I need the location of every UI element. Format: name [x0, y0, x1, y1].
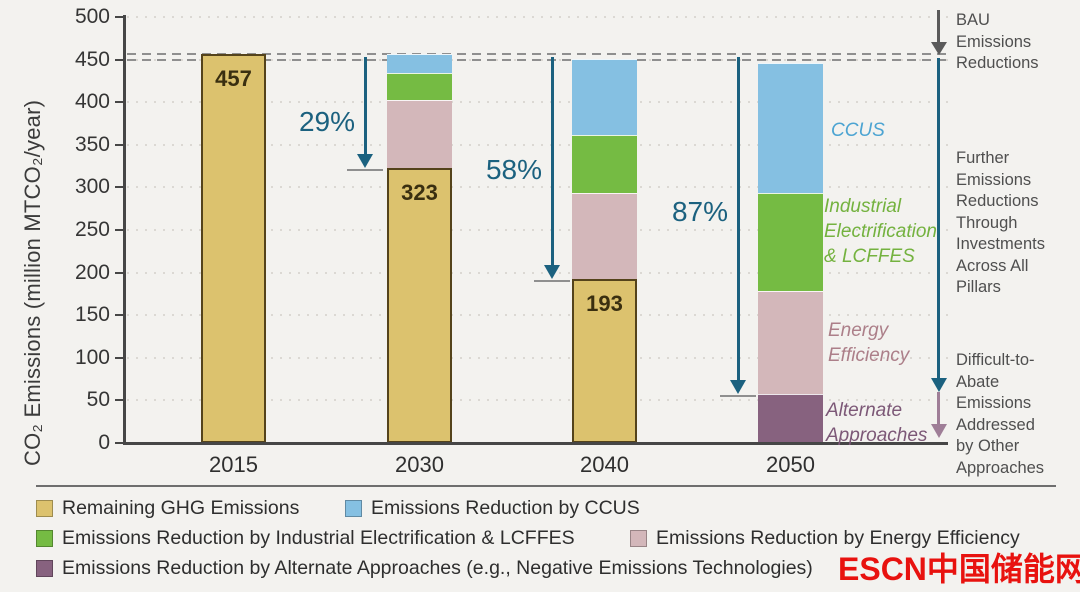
- y-tick-450: [115, 58, 123, 61]
- legend-item-industrial: Emissions Reduction by Industrial Electr…: [36, 527, 575, 550]
- bau-dashed-line-450: [127, 58, 948, 61]
- energy-swatch-icon: [630, 530, 647, 547]
- legend-item-energy: Emissions Reduction by Energy Efficiency: [630, 527, 1020, 550]
- legend-label: Emissions Reduction by Energy Efficiency: [656, 527, 1020, 549]
- remaining-swatch-icon: [36, 500, 53, 517]
- y-axis-line: [123, 15, 126, 445]
- bar-segment-remaining-2015: [201, 53, 266, 443]
- bar-segment-remaining-2030: [387, 167, 452, 443]
- y-tick-500: [115, 16, 123, 18]
- further-reductions-annotation: Further Emissions Reductions Through Inv…: [956, 149, 1045, 296]
- reduction-arrow-2050-icon: [736, 56, 740, 381]
- x-axis-label-2030: 2030: [395, 452, 444, 477]
- bar-value-label-2040: 193: [586, 290, 623, 316]
- industrial-segment-label: Industrial Electrification & LCFFES: [824, 196, 937, 267]
- ccus-swatch-icon: [345, 500, 362, 517]
- y-tick-300: [115, 186, 123, 189]
- reduction-arrow-2040-icon: [550, 56, 554, 266]
- legend-separator: [36, 485, 1056, 487]
- y-tick-label-400: 400: [74, 90, 110, 114]
- y-tick-label-250: 250: [74, 218, 110, 241]
- gridline-300: [127, 186, 948, 189]
- y-tick-label-200: 200: [74, 260, 110, 284]
- gridline-150: [127, 314, 948, 317]
- y-tick-label-450: 450: [74, 47, 110, 71]
- reduction-arrow-head-2030-icon: [357, 153, 373, 168]
- y-tick-label-100: 100: [74, 345, 110, 369]
- bau-down-arrow-head-icon: [931, 42, 947, 55]
- legend-item-alternate: Emissions Reduction by Alternate Approac…: [36, 557, 813, 580]
- x-axis-label-2040: 2040: [580, 452, 629, 477]
- bar-segment-industrial_electrification-2030: [387, 73, 452, 100]
- alternate-segment-label: Alternate Approaches: [826, 400, 928, 446]
- reduction-percent-label-2050: 87%: [671, 196, 728, 227]
- bar-segment-ccus-2030: [387, 53, 452, 74]
- gridline-50: [127, 399, 948, 402]
- legend-label: Emissions Reduction by Industrial Electr…: [62, 527, 575, 549]
- x-axis-line: [123, 442, 948, 445]
- reduction-arrow-tick-2050: [720, 394, 756, 397]
- escn-watermark: ESCN中国储能网: [838, 551, 1080, 587]
- y-tick-label-0: 0: [98, 431, 110, 454]
- reduction-arrow-2030-icon: [363, 56, 367, 155]
- legend-item-remaining: Remaining GHG Emissions: [36, 497, 299, 520]
- x-axis-label-2015: 2015: [209, 452, 258, 477]
- gridline-250: [127, 229, 948, 231]
- gridline-400: [127, 101, 948, 104]
- gridline-200: [127, 271, 948, 274]
- bar-value-label-2030: 323: [401, 179, 438, 205]
- reduction-arrow-tick-2030: [347, 168, 383, 171]
- alternate-swatch-icon: [36, 560, 53, 577]
- y-tick-350: [115, 143, 123, 146]
- legend-label: Remaining GHG Emissions: [62, 497, 300, 519]
- gridline-500: [127, 16, 948, 18]
- difficult-abate-down-arrow-head-icon: [931, 424, 947, 438]
- energy-segment-label: Energy Efficiency: [828, 320, 910, 366]
- bar-segment-energy_efficiency-2040: [572, 193, 637, 279]
- further-reductions-down-arrow-icon: [937, 58, 940, 378]
- y-tick-50: [115, 399, 123, 402]
- y-tick-200: [115, 271, 123, 274]
- bau-down-arrow-icon: [937, 10, 940, 42]
- difficult-abate-annotation: Difficult-to- Abate Emissions Addressed …: [956, 351, 1045, 477]
- y-tick-label-150: 150: [74, 303, 110, 327]
- reduction-arrow-head-2050-icon: [730, 379, 746, 394]
- y-tick-400: [115, 101, 123, 104]
- reduction-arrow-tick-2040: [534, 279, 570, 282]
- bar-segment-industrial_electrification-2050: [758, 193, 823, 292]
- y-tick-0: [115, 442, 123, 444]
- y-tick-250: [115, 229, 123, 231]
- bar-segment-industrial_electrification-2040: [572, 134, 637, 194]
- bau-emissions-annotation: BAU Emissions Reductions: [956, 11, 1039, 72]
- gridline-100: [127, 356, 948, 359]
- bar-segment-ccus-2040: [572, 58, 637, 135]
- y-tick-100: [115, 356, 123, 359]
- bau-dashed-line-457: [127, 52, 948, 55]
- industrial-swatch-icon: [36, 530, 53, 547]
- legend-label: Emissions Reduction by CCUS: [371, 497, 640, 519]
- bar-segment-energy_efficiency-2030: [387, 99, 452, 168]
- ccus-segment-label: CCUS: [831, 120, 885, 141]
- bar-segment-ccus-2050: [758, 63, 823, 194]
- y-tick-label-500: 500: [74, 5, 110, 28]
- bar-segment-remaining-2040: [572, 278, 637, 443]
- x-axis-label-2050: 2050: [766, 452, 815, 477]
- reduction-percent-label-2030: 29%: [298, 106, 355, 137]
- bar-value-label-2015: 457: [215, 65, 252, 91]
- y-tick-label-300: 300: [74, 175, 110, 199]
- reduction-percent-label-2040: 58%: [485, 154, 542, 185]
- legend-item-ccus: Emissions Reduction by CCUS: [345, 497, 640, 520]
- difficult-abate-down-arrow-icon: [937, 392, 940, 424]
- y-tick-150: [115, 314, 123, 317]
- further-reductions-down-arrow-head-icon: [931, 378, 947, 392]
- gridline-350: [127, 143, 948, 146]
- bar-segment-alternate-2050: [758, 394, 823, 443]
- y-tick-label-350: 350: [74, 132, 110, 156]
- reduction-arrow-head-2040-icon: [544, 264, 560, 279]
- bar-segment-energy_efficiency-2050: [758, 291, 823, 395]
- y-tick-label-50: 50: [86, 388, 110, 412]
- legend-label: Emissions Reduction by Alternate Approac…: [62, 557, 813, 579]
